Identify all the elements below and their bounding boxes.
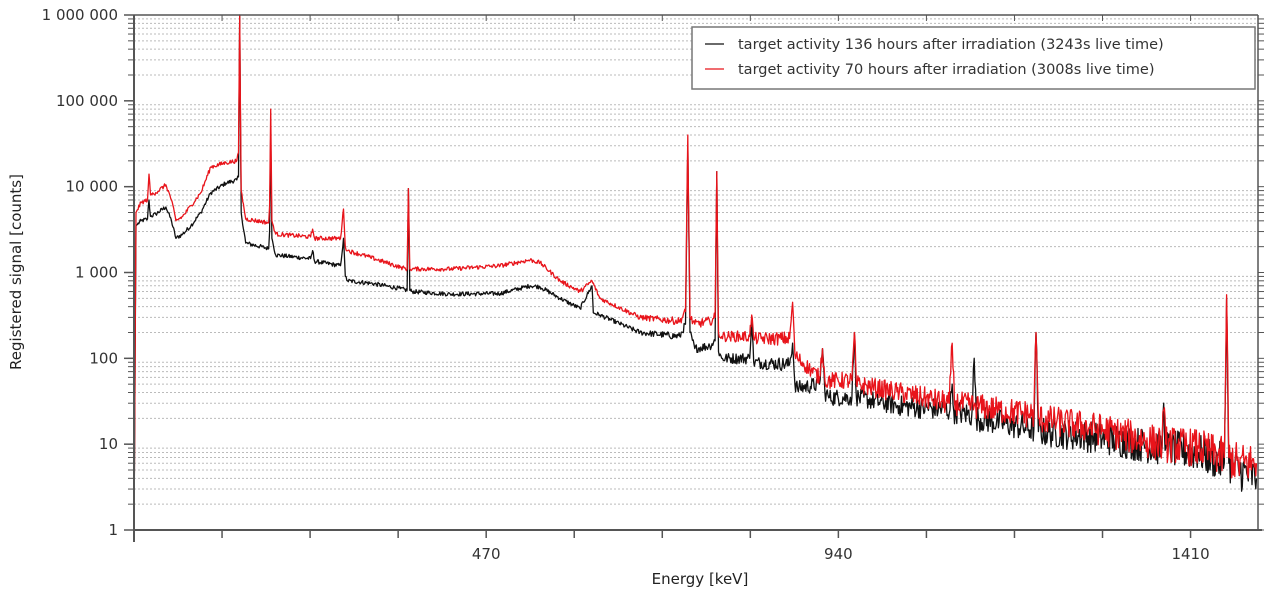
y-axis-title: Registered signal [counts] [7, 174, 25, 370]
y-tick-label: 100 [89, 349, 118, 367]
y-tick-label: 100 000 [56, 92, 118, 110]
x-tick-label: 470 [472, 545, 501, 563]
y-tick-label: 10 000 [66, 178, 119, 196]
y-tick-label: 1 000 000 [42, 6, 118, 24]
legend: target activity 136 hours after irradiat… [691, 26, 1256, 90]
y-tick-label: 1 000 [75, 264, 118, 282]
y-tick-label: 10 [99, 435, 118, 453]
legend-box [691, 26, 1256, 90]
series-group [133, 14, 1258, 531]
x-tick-label: 1410 [1171, 545, 1209, 563]
legend-label-0: target activity 136 hours after irradiat… [738, 37, 1164, 53]
axes: 1 10 100 1 000 10 000 100 000 1 000 000 470 940 1… [42, 6, 1264, 563]
y-tick-label: 1 [108, 521, 118, 539]
legend-label-1: target activity 70 hours after irradiati… [738, 62, 1155, 78]
x-axis-title: Energy [keV] [652, 570, 749, 588]
x-tick-label: 940 [824, 545, 853, 563]
series-line-1 [133, 14, 1258, 531]
